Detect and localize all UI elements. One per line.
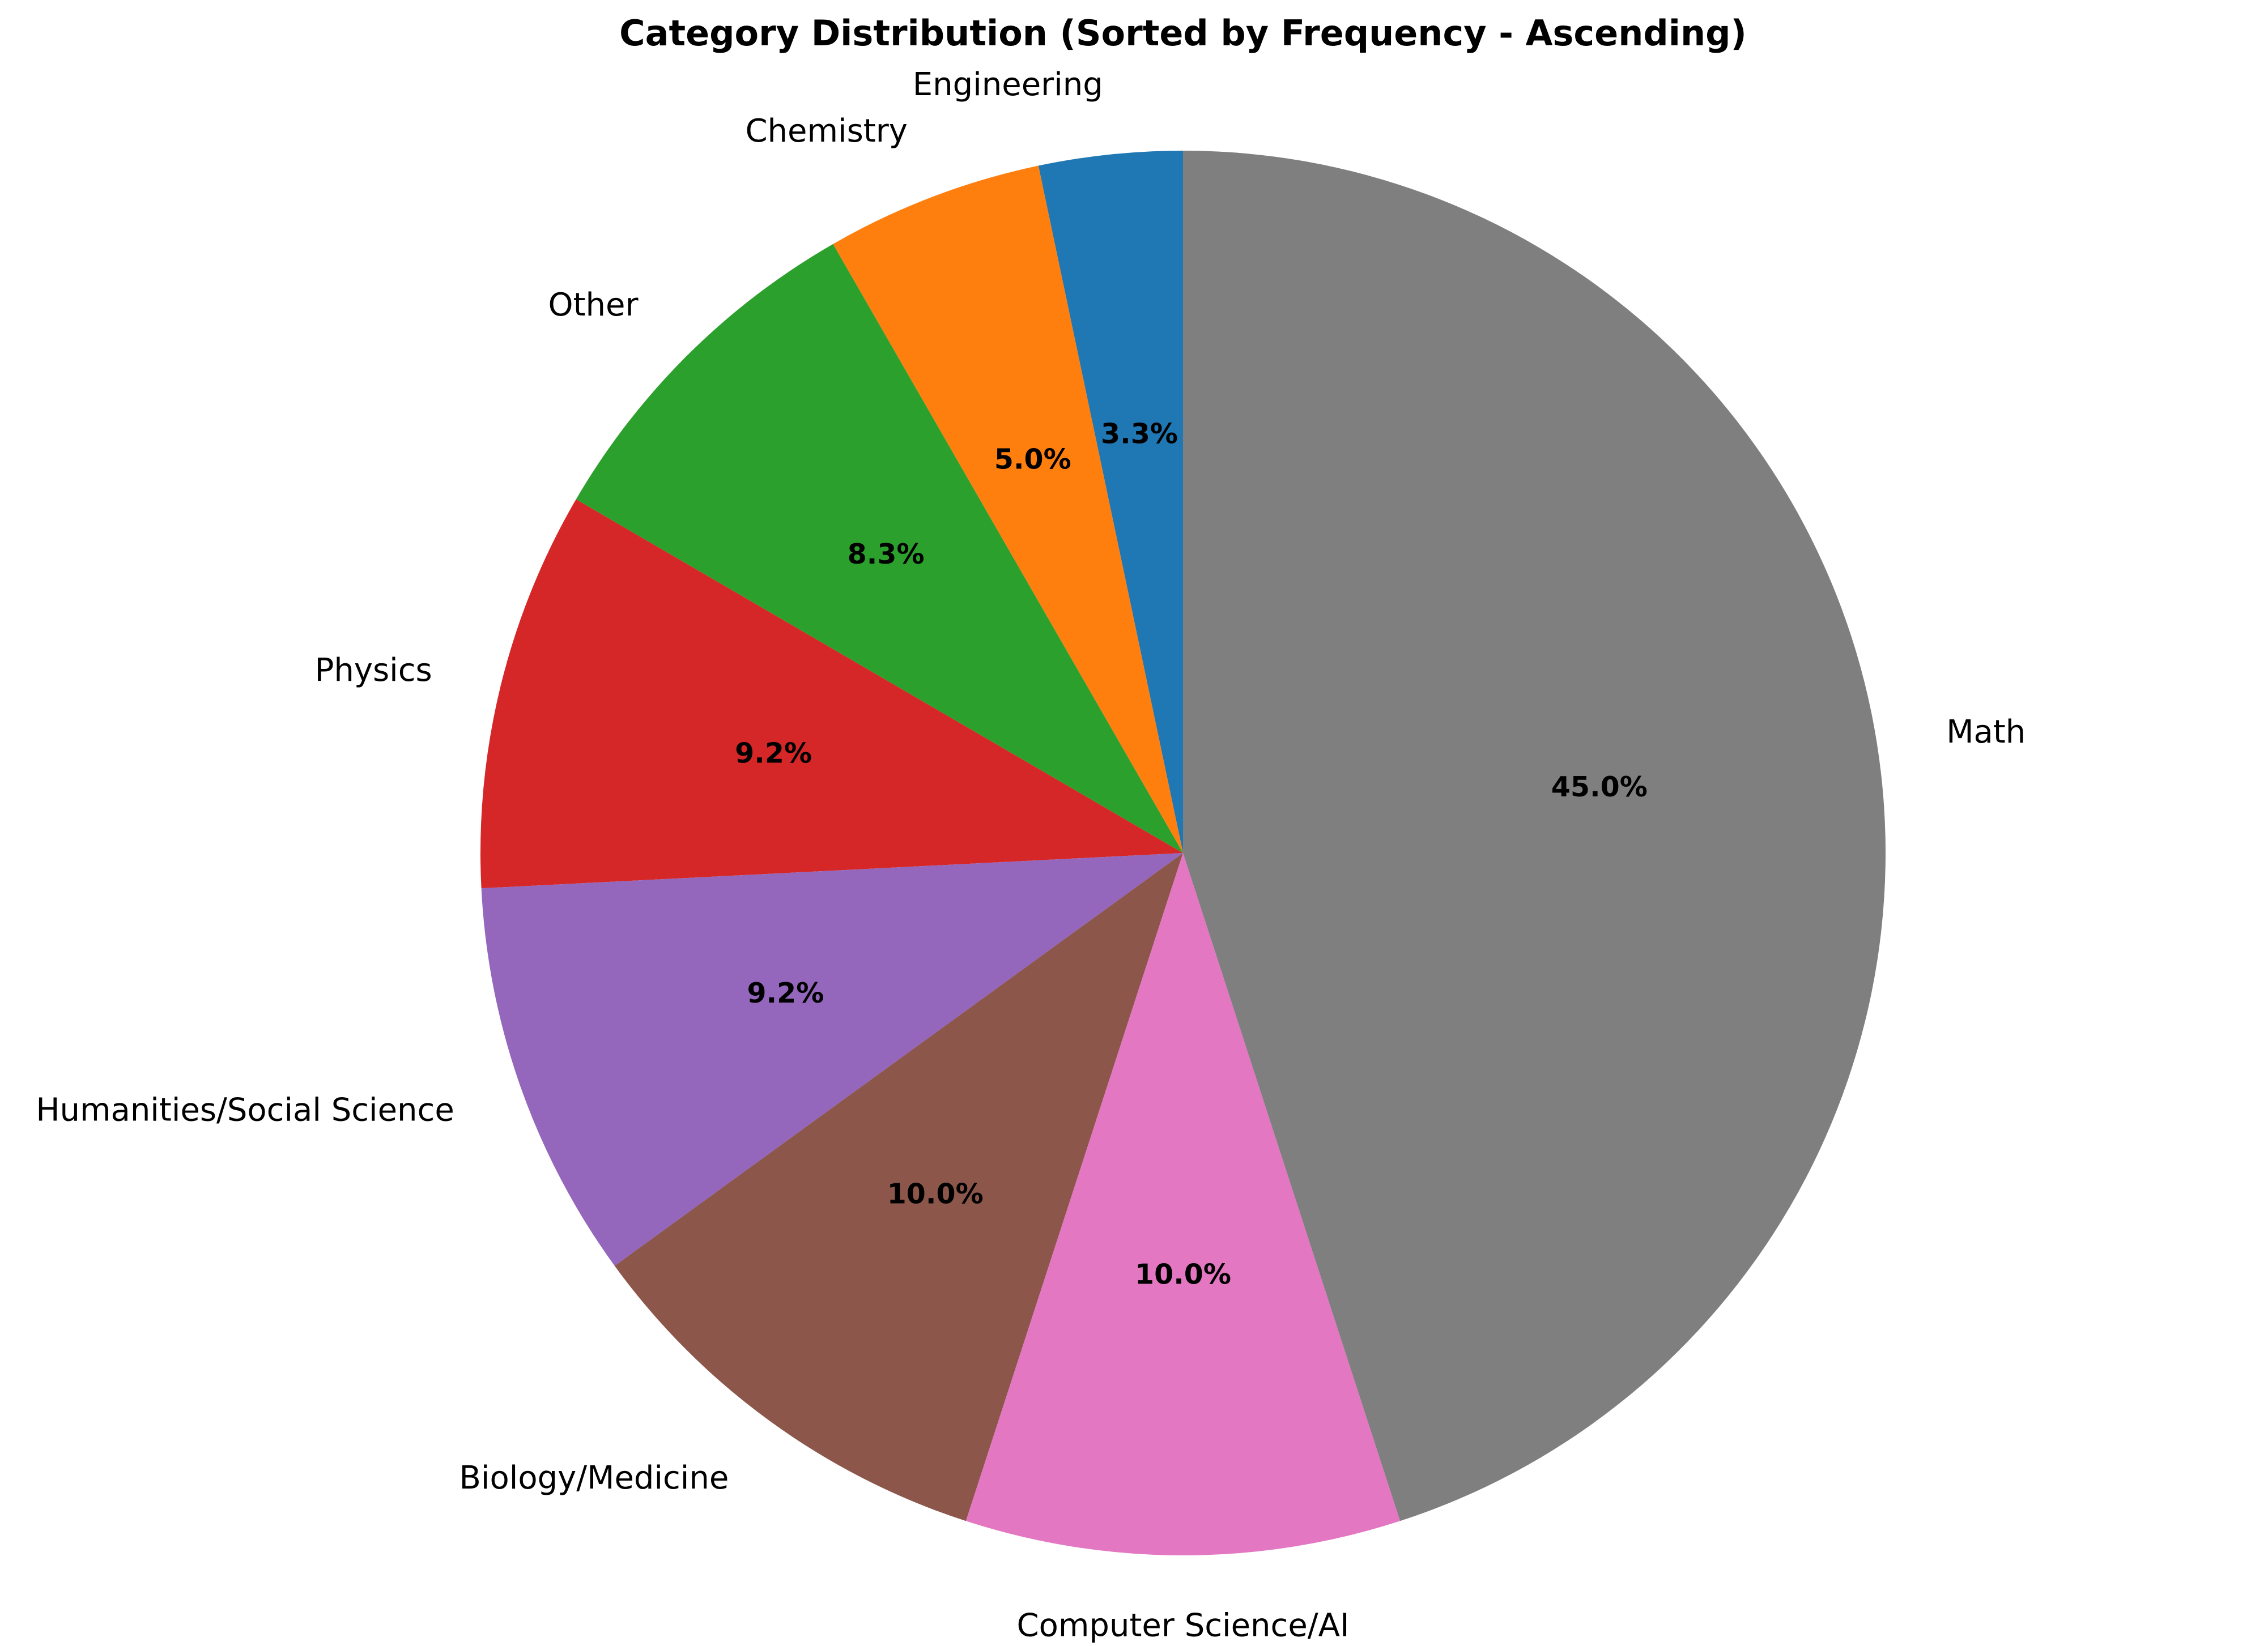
slice-label-engineering: Engineering xyxy=(913,66,1103,103)
slice-label-biology-medicine: Biology/Medicine xyxy=(459,1460,729,1496)
slice-percent-other: 8.3% xyxy=(848,538,925,570)
slice-label-physics: Physics xyxy=(315,652,432,689)
slice-percent-computer-science-ai: 10.0% xyxy=(1135,1259,1231,1291)
pie-slice-physics xyxy=(480,499,1183,889)
pie-slice-humanities-social-science xyxy=(481,853,1183,1266)
pie-slices xyxy=(480,151,1886,1555)
slice-percent-math: 45.0% xyxy=(1551,771,1648,803)
slice-label-humanities-social-science: Humanities/Social Science xyxy=(36,1092,454,1129)
slice-label-other: Other xyxy=(548,287,639,323)
slice-label-math: Math xyxy=(1946,714,2026,750)
slice-percent-biology-medicine: 10.0% xyxy=(887,1178,984,1210)
pie-slice-biology-medicine xyxy=(614,853,1183,1521)
slice-percent-engineering: 3.3% xyxy=(1101,418,1178,450)
slice-percent-humanities-social-science: 9.2% xyxy=(747,977,824,1009)
slice-label-computer-science-ai: Computer Science/AI xyxy=(1017,1607,1350,1644)
pie-slice-other xyxy=(576,244,1183,854)
pie-slice-chemistry xyxy=(833,165,1183,853)
chart-title: Category Distribution (Sorted by Frequen… xyxy=(619,12,1747,54)
pie-percent-labels: 3.3% 5.0% 8.3% 9.2% 9.2% 10.0% 10.0% 45.0% xyxy=(735,418,1648,1291)
slice-percent-physics: 9.2% xyxy=(735,737,812,770)
slice-label-chemistry: Chemistry xyxy=(745,113,907,150)
slice-percent-chemistry: 5.0% xyxy=(994,443,1071,475)
pie-slice-engineering xyxy=(1038,151,1183,853)
pie-slice-computer-science-ai xyxy=(965,853,1401,1555)
pie-slice-math xyxy=(1183,151,1886,1521)
